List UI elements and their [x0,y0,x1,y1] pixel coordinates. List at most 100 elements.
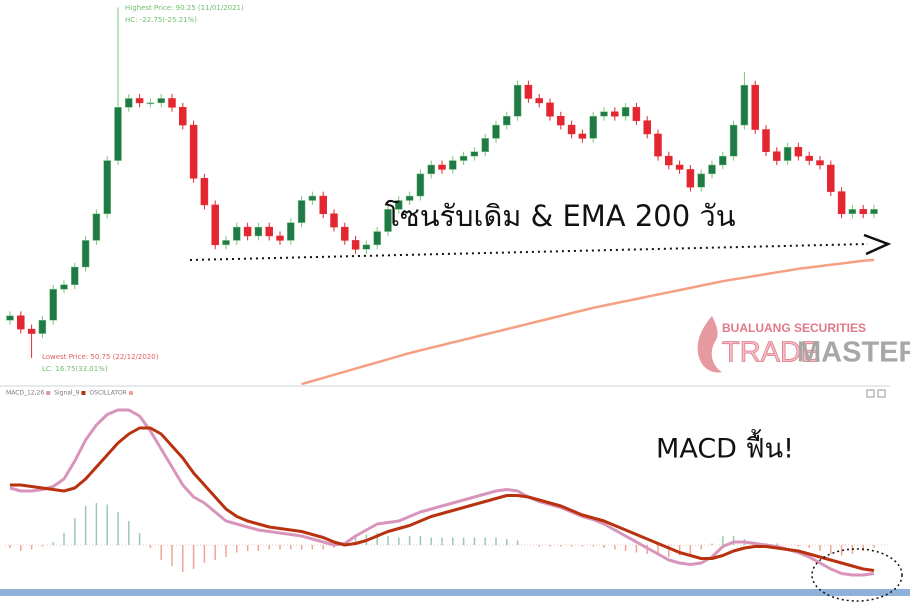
candle-body [60,284,68,290]
candle-body [319,195,327,215]
logo-flame [697,316,722,373]
candle-body [427,164,435,175]
price-panel [6,7,878,386]
candle-body [535,98,543,104]
candle-body [287,222,295,241]
candle-body [524,84,533,99]
logo-company: BUALUANG SECURITIES [722,321,866,335]
candle-body [578,133,587,139]
candle-body [17,315,25,330]
candle-body [200,178,209,206]
candle-body [546,102,554,117]
minimize-button[interactable] [866,389,875,398]
candle-body [6,315,14,321]
macd-panel: MACD_12,26 Signal_9 OSCILLATOR [5,390,890,577]
macd-legend-swatch [46,391,51,395]
candle-body [276,235,284,241]
candle-body [459,155,468,161]
candle-body [179,107,187,126]
candle-body [632,107,641,121]
candle-body [233,226,241,241]
candle-body [71,266,79,286]
panel-controls[interactable] [866,389,886,398]
candle-body [708,164,716,175]
candle-body [589,115,597,139]
candle-body [114,107,122,161]
lc-label: LC: 16.75(33.01%) [42,365,108,373]
candle-body [92,213,101,241]
candle-body [783,147,792,161]
candle-body [395,200,403,210]
candle-body [135,98,144,104]
candle-body [341,226,349,241]
macd-legend-label: OSCILLATOR [89,390,127,397]
candle-body [222,240,230,246]
candle-body [805,155,813,161]
candle-body [513,84,522,117]
bottom-bar [0,589,910,596]
candle-body [686,169,695,188]
candle-body [449,160,457,170]
highlight-circle [811,548,903,602]
candle-body [503,115,511,126]
lowest-price-label: Lowest Price: 50.75 (22/12/2020) [42,353,159,361]
candle-body [330,213,338,228]
candle-body [816,160,824,166]
candle-body [567,124,576,135]
candle-body [827,164,835,192]
candle-body [837,191,846,215]
macd-line [9,408,875,577]
candle-body [762,129,770,152]
zone-annotation: โซนรับเดิม & EMA 200 วัน [384,199,735,233]
candle-body [794,147,803,157]
candle-body [697,173,705,188]
logo-brand-1: TRADE [722,337,820,369]
candle-body [362,244,371,250]
hc-label: HC: -22.75(-25.21%) [125,16,197,24]
support-arrow [189,243,869,261]
candle-body [654,133,662,157]
candle-body [49,288,57,321]
candle-body [27,328,36,334]
candle-body [729,124,738,157]
arrow-head [863,233,892,256]
candle-body [557,115,565,126]
candle-body [308,195,317,201]
candle-body [265,226,273,237]
macd-annotation: MACD ฟื้น! [656,429,794,465]
candle-body [675,164,684,170]
candle-body [373,231,381,246]
candle-body [870,209,878,215]
highest-price-label: Highest Price: 90.25 (11/01/2021) [125,4,244,12]
candle-body [600,111,608,117]
candle-body [481,138,489,152]
candle-body [859,209,867,215]
candle-body [38,319,47,334]
candle-body [254,226,263,237]
candle-body [405,195,414,201]
candle-body [211,204,219,246]
logo-brand-2: MASTER [797,337,910,369]
candle-body [621,107,630,117]
macd-legend-label: Signal_9 [54,390,79,397]
candle-body [168,98,176,108]
candle-body [416,173,425,197]
macd-legend-swatch [81,391,86,395]
candle-body [751,84,759,130]
candle-body [438,164,446,170]
candle-body [719,155,727,166]
candle-body [740,84,749,126]
candle-body [643,120,651,135]
candle-body [103,160,111,215]
macd-legend-swatch [128,391,133,395]
candle-body [243,226,252,237]
candle-body [125,98,133,108]
candle-body [146,102,155,105]
close-button[interactable] [877,389,886,398]
candle-body [157,98,165,104]
candle-body [297,200,306,223]
signal-line [10,426,875,572]
candle-body [189,124,198,179]
